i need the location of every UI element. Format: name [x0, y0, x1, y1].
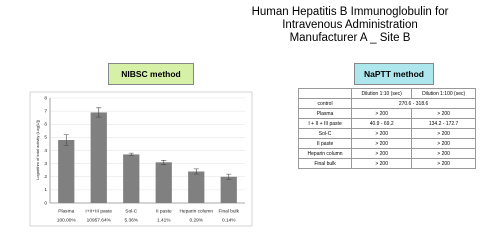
table: Dilution 1:10 (sec) Dilution 1:100 (sec) c…: [297, 88, 476, 169]
table-cell: Dilution 1:100 (sec): [411, 88, 476, 99]
table-cell: I + II + III paste: [297, 118, 353, 129]
table-row: Sol-C > 200 > 200: [297, 128, 476, 139]
bar: [58, 140, 75, 203]
y-tick-label: 6: [44, 122, 47, 128]
percentage-label: 0.29%: [189, 217, 203, 223]
error-bar: [63, 134, 69, 146]
x-tick-label: Heparin column: [179, 208, 213, 214]
x-tick-label: II paste: [156, 208, 172, 214]
chart-frame: [29, 91, 253, 227]
error-bar: [161, 160, 167, 165]
x-tick-label: Final bulk: [218, 208, 239, 214]
table-row: Heparin column > 200 > 200: [297, 148, 476, 159]
y-tick-label: 8: [44, 95, 47, 101]
table-cell: 270.6 - 318.6: [351, 98, 476, 109]
table-cell: > 200: [351, 148, 413, 159]
x-tick-label: Sol-C: [125, 208, 138, 214]
bar: [188, 171, 205, 203]
table-cell: > 200: [411, 158, 476, 169]
percentage-label: 10957.64%: [87, 217, 112, 223]
x-tick-label: Plasma: [58, 208, 74, 214]
percentage-label: 1.41%: [157, 217, 171, 223]
table-cell: > 200: [351, 158, 413, 169]
table-row: I + II + III paste 40.9 - 69.2 134.2 - 172…: [297, 118, 476, 129]
bar: [123, 154, 140, 203]
y-axis-label: Logarithm of total activity (Log[U]): [35, 119, 40, 179]
table-cell: > 200: [411, 108, 476, 119]
naptt-label: NaPTT method: [354, 63, 434, 85]
table-cell: 40.9 - 69.2: [351, 118, 413, 129]
x-tick-label: I+II+III paste: [85, 208, 112, 214]
table-cell: > 200: [411, 138, 476, 149]
table-row: control 270.6 - 318.6: [297, 98, 476, 109]
bar: [90, 112, 107, 203]
bar: [220, 176, 237, 203]
table-cell: > 200: [351, 138, 413, 149]
percentage-label: 5.36%: [124, 217, 138, 223]
table-cell: > 200: [411, 148, 476, 159]
y-tick-label: 7: [44, 108, 47, 114]
title-line: Intravenous Administration: [282, 19, 418, 31]
bar: [155, 162, 172, 203]
error-bar: [226, 173, 232, 180]
error-bar: [128, 152, 134, 157]
y-tick-label: 2: [44, 174, 47, 180]
y-tick-label: 3: [44, 161, 47, 167]
title-line: Human Hepatitis B Immunoglobulin for: [251, 6, 449, 18]
table-row: Dilution 1:10 (sec) Dilution 1:100 (sec): [297, 88, 476, 99]
table-cell: > 200: [351, 128, 413, 139]
title-line: Manufacturer A _ Site B: [289, 32, 411, 44]
table-cell: Final bulk: [297, 158, 353, 169]
nibsc-label: NIBSC method: [108, 63, 194, 85]
table-cell: Heparin column: [297, 148, 353, 159]
y-tick-label: 5: [44, 135, 47, 141]
table-cell: Dilution 1:10 (sec): [351, 88, 413, 99]
table-cell: control: [297, 98, 353, 109]
error-bar: [96, 107, 102, 118]
y-tick-label: 4: [44, 148, 47, 154]
y-tick-label: 0: [44, 200, 47, 206]
title: Human Hepatitis B Immunoglobulin for Int…: [225, 6, 475, 45]
table-row: Final bulk > 200 > 200: [297, 158, 476, 169]
error-bar: [193, 168, 199, 175]
table-cell: Sol-C: [297, 128, 353, 139]
table-row: II paste > 200 > 200: [297, 138, 476, 149]
table-cell: > 200: [411, 128, 476, 139]
table-cell: > 200: [351, 108, 413, 119]
percentage-label: 0.14%: [222, 217, 236, 223]
y-tick-label: 1: [44, 187, 47, 193]
table-cell: Plasma: [297, 108, 353, 119]
chart: Logarithm of total activity (Log[U]) 0 1 2…: [29, 91, 253, 227]
table-row: Plasma > 200 > 200: [297, 108, 476, 119]
percentage-label: 100.00%: [57, 217, 77, 223]
slide: Human Hepatitis B Immunoglobulin for Int…: [29, 6, 476, 227]
table-cell: [297, 88, 353, 99]
table-cell: 134.2 - 172.7: [411, 118, 476, 129]
table-cell: II paste: [297, 138, 353, 149]
